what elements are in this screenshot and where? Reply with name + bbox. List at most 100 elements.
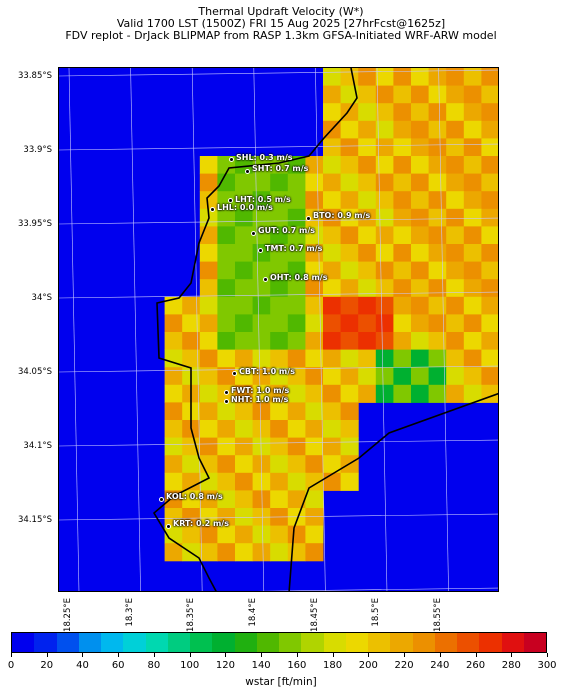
site-label-oht[interactable]: OHT: 0.8 m/s <box>270 273 328 282</box>
site-marker-krt <box>166 524 171 529</box>
map-cell <box>199 156 218 175</box>
map-cell <box>358 384 377 403</box>
x-label-18-35: 18.35°E <box>186 598 196 632</box>
map-cell <box>305 279 324 298</box>
map-cell <box>481 85 498 104</box>
site-label-tmt[interactable]: TMT: 0.7 m/s <box>265 244 323 253</box>
map-cell <box>446 103 465 122</box>
map-cell <box>217 208 236 227</box>
site-label-fwt[interactable]: FWT: 1.0 m/s <box>231 386 290 395</box>
map-cell <box>428 244 447 263</box>
map-cell <box>305 191 324 210</box>
site-label-cbt[interactable]: CBT: 1.0 m/s <box>239 367 295 376</box>
map-cell <box>411 156 430 175</box>
map-cell <box>411 349 430 368</box>
map-cell <box>340 332 359 351</box>
map-cell <box>411 191 430 210</box>
map-cell <box>446 384 465 403</box>
map-cell <box>252 208 271 227</box>
map-cell <box>235 226 254 245</box>
colorbar-tick-mark <box>439 653 441 657</box>
site-label-shl[interactable]: SHL: 0.3 m/s <box>236 153 293 162</box>
map-cell <box>199 296 218 315</box>
map-cell <box>323 208 342 227</box>
map-cell <box>375 103 394 122</box>
map-cell <box>323 420 342 439</box>
colorbar-tick-label: 160 <box>287 660 307 671</box>
site-label-bto[interactable]: BTO: 0.9 m/s <box>313 211 371 220</box>
map-cell <box>217 543 236 562</box>
coastline <box>152 68 498 591</box>
map-cell <box>235 384 254 403</box>
colorbar-tick-mark <box>225 653 227 657</box>
map-cell <box>217 420 236 439</box>
map-cell <box>252 455 271 474</box>
colorbar-tick-mark <box>189 653 191 657</box>
map-cell <box>393 173 412 192</box>
colorbar-swatch <box>301 633 324 652</box>
site-label-krt[interactable]: KRT: 0.2 m/s <box>173 519 229 528</box>
map-cell <box>463 103 482 122</box>
map-cell <box>235 490 254 509</box>
parallel-gridline <box>257 587 498 591</box>
map-cell <box>164 402 183 421</box>
colorbar-tick-label: 220 <box>394 660 414 671</box>
map-cell <box>323 191 342 210</box>
map-cell <box>428 261 447 280</box>
colorbar-swatch <box>34 633 57 652</box>
colorbar-tick-mark <box>547 653 548 657</box>
map-cell <box>252 490 271 509</box>
map-cell <box>340 156 359 175</box>
x-label-18-3: 18.3°E <box>125 598 135 627</box>
map-cell <box>375 261 394 280</box>
site-label-gut[interactable]: GUT: 0.7 m/s <box>258 226 316 235</box>
map-cell <box>340 296 359 315</box>
colorbar-tick-mark <box>296 653 298 657</box>
map-cell <box>217 244 236 263</box>
map-cell <box>393 384 412 403</box>
site-label-sht[interactable]: SHT: 0.7 m/s <box>252 164 309 173</box>
map-cell <box>358 103 377 122</box>
map-cell <box>411 208 430 227</box>
colorbar-tick-label: 240 <box>430 660 450 671</box>
map-cell <box>340 244 359 263</box>
map-cell <box>375 85 394 104</box>
map-cell <box>199 543 218 562</box>
parallel-gridline <box>59 217 498 225</box>
map-cell <box>199 420 218 439</box>
map-cell <box>323 472 342 491</box>
map-cell <box>164 437 183 456</box>
site-label-kol[interactable]: KOL: 0.8 m/s <box>166 492 223 501</box>
map-cell <box>235 261 254 280</box>
map-cell <box>375 314 394 333</box>
y-label-34-1: 34.1°S <box>23 441 52 451</box>
map-cell <box>217 525 236 544</box>
map-cell <box>340 420 359 439</box>
colorbar-tick-label: 180 <box>323 660 343 671</box>
map-cell <box>305 420 324 439</box>
map-cell <box>287 332 306 351</box>
map-cell <box>393 332 412 351</box>
map-cell <box>270 420 289 439</box>
map-cell <box>235 191 254 210</box>
meridian-gridline <box>376 68 388 591</box>
colorbar-swatch <box>457 633 480 652</box>
site-label-nht[interactable]: NHT: 1.0 m/s <box>231 395 289 404</box>
x-label-18-45: 18.45°E <box>310 598 320 632</box>
map-cell <box>305 367 324 386</box>
map-cell <box>323 244 342 263</box>
map-cell <box>235 472 254 491</box>
map-cell <box>463 244 482 263</box>
map-cell <box>287 384 306 403</box>
site-label-lhl[interactable]: LHL: 0.0 m/s <box>217 203 273 212</box>
map-cell <box>287 490 306 509</box>
map-cell <box>446 244 465 263</box>
colorbar-swatch <box>190 633 213 652</box>
map-panel[interactable] <box>58 67 499 592</box>
site-label-lht[interactable]: LHT: 0.5 m/s <box>235 195 291 204</box>
y-label-33-95: 33.95°S <box>18 219 52 229</box>
colorbar-swatch <box>412 633 435 652</box>
map-cell <box>252 437 271 456</box>
map-cell <box>481 279 498 298</box>
map-cell <box>235 543 254 562</box>
